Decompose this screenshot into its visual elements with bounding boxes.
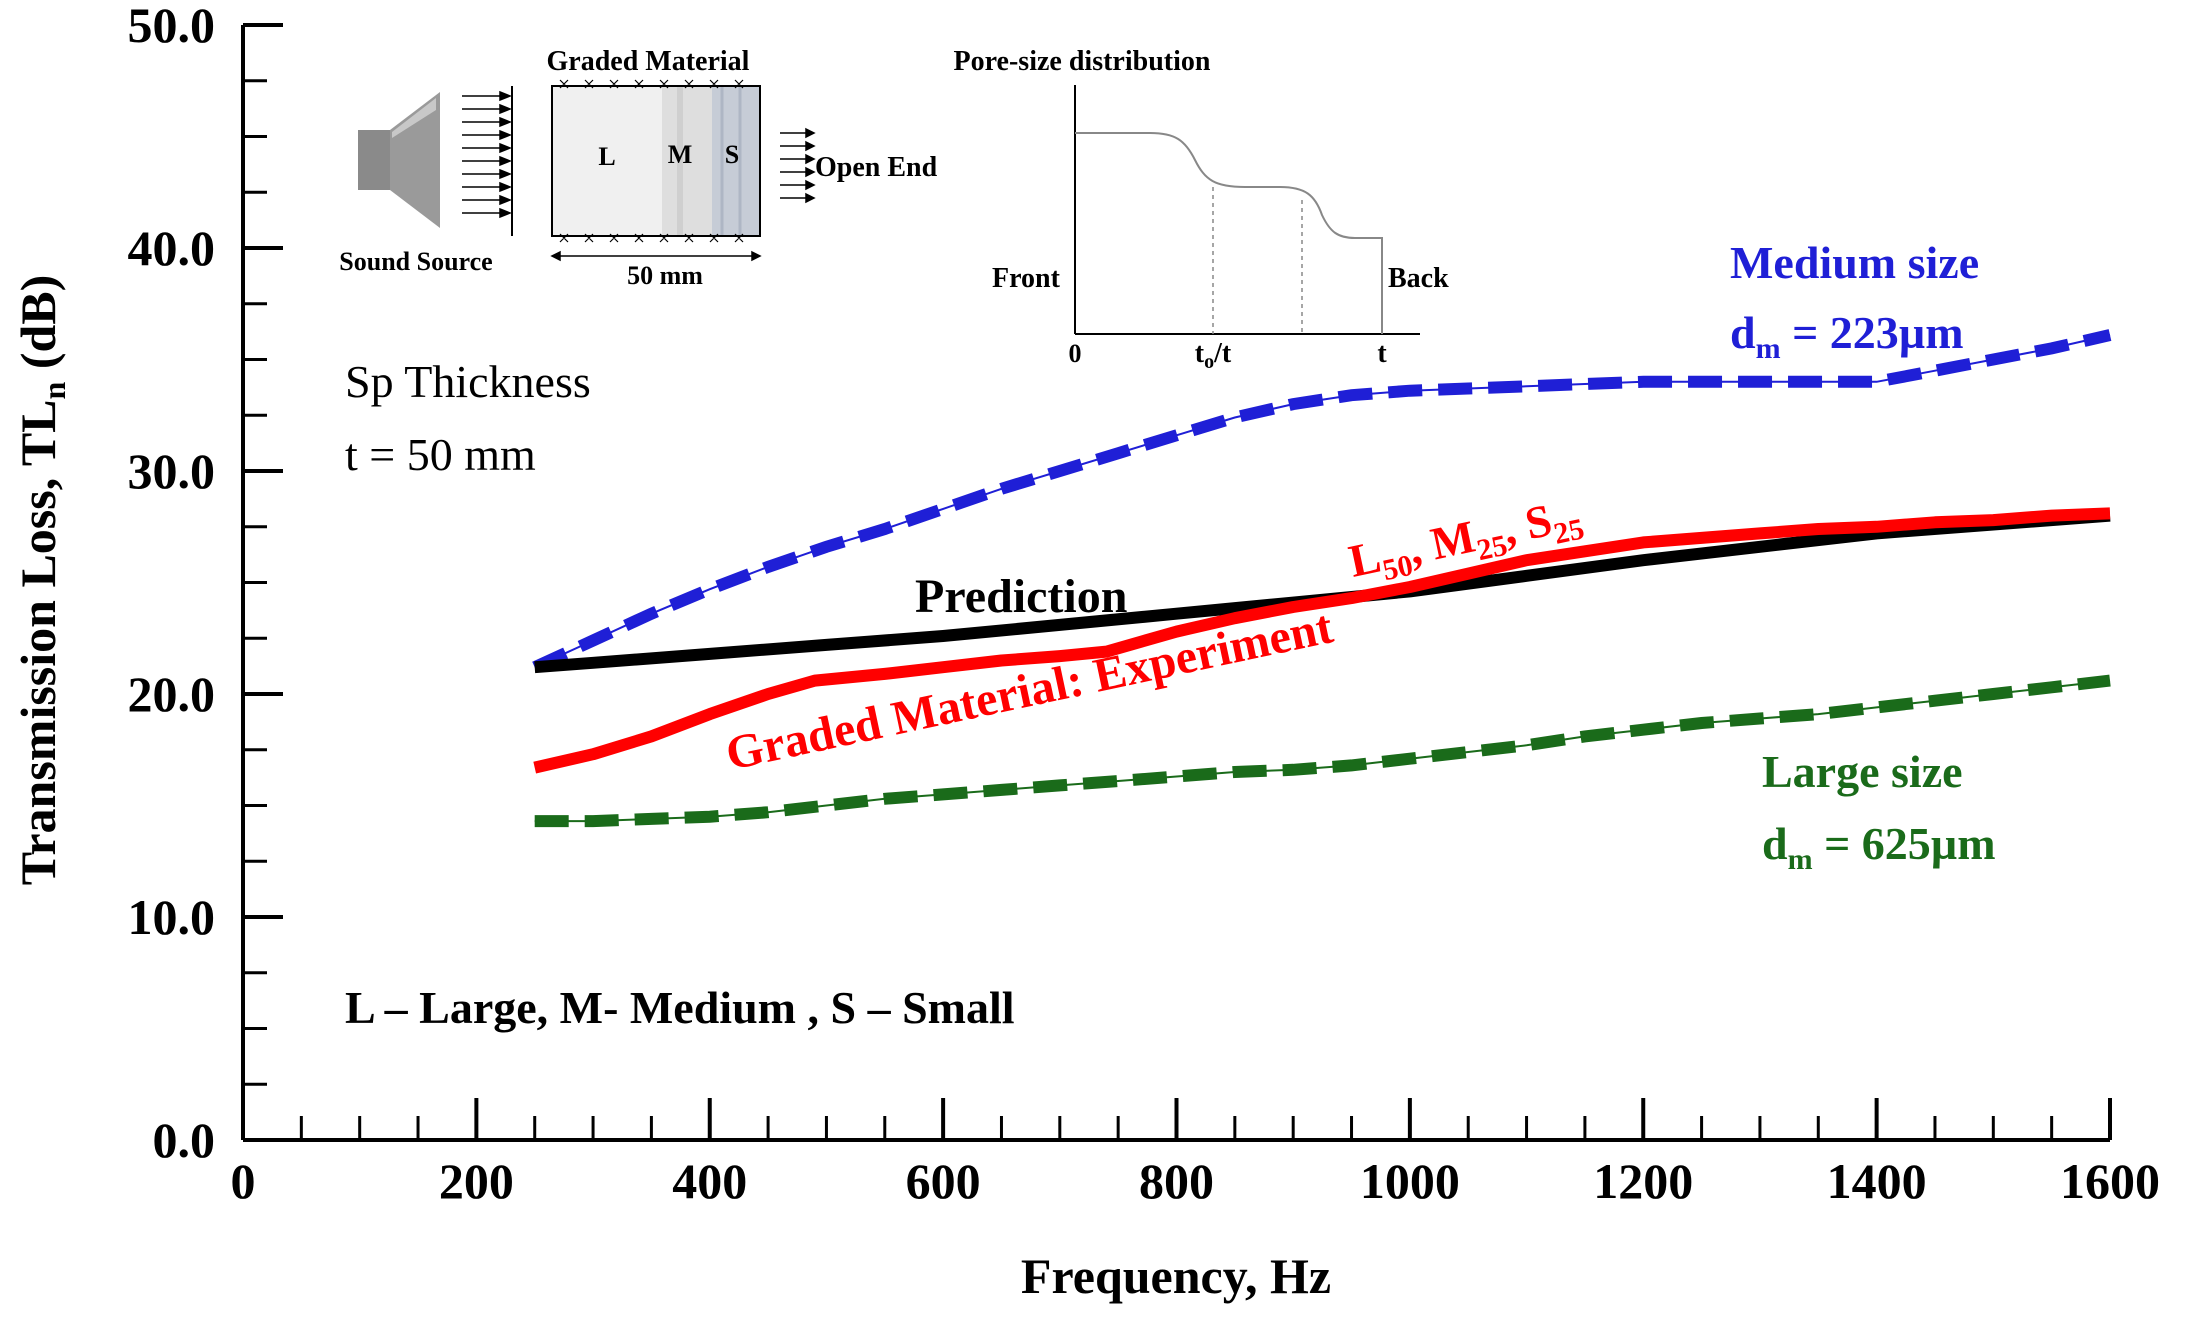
transmitted-arrows xyxy=(780,127,816,204)
x-tick-label: 200 xyxy=(439,1153,514,1209)
region-medium xyxy=(662,86,712,236)
series-line-graded-material-experiment-l50-m25-s25 xyxy=(533,507,2111,774)
series-layer xyxy=(532,329,2112,828)
inset-schematic: L M S Graded Material Sound Source Open … xyxy=(339,46,937,290)
large-size-annotation: Large size dm = 625µm xyxy=(1762,746,1996,876)
inset-distribution: Pore-size distribution Front Back 0 to/t… xyxy=(954,46,1450,373)
y-tick-label: 20.0 xyxy=(128,666,216,722)
y-tick-label: 30.0 xyxy=(128,443,216,499)
size-legend-key: L – Large, M- Medium , S – Small xyxy=(345,982,1015,1033)
large-dm-prefix: d xyxy=(1762,818,1788,869)
sound-source-label: Sound Source xyxy=(339,247,492,276)
region-S-label: S xyxy=(725,140,739,169)
x-axis-title: Frequency, Hz xyxy=(1021,1248,1331,1304)
x-tick-label: 400 xyxy=(672,1153,747,1209)
exp-L-sub: 50 xyxy=(1380,549,1416,588)
prediction-label: Prediction xyxy=(915,570,1127,623)
medium-size-dm: dm = 223µm xyxy=(1730,307,1964,365)
region-large xyxy=(552,86,662,236)
dist-back-label: Back xyxy=(1388,263,1449,294)
series-line-medium-size-d-m-223-m xyxy=(532,329,2112,673)
x-tick-label: 1000 xyxy=(1360,1153,1460,1209)
x-tick-label: 1600 xyxy=(2060,1153,2160,1209)
medium-size-annotation: Medium size dm = 223µm xyxy=(1730,237,1979,365)
schematic-title: Graded Material xyxy=(547,46,750,77)
x-ticks: 0 200 400 600 800 1000 1200 1400 1600 xyxy=(231,1098,2160,1209)
dist-x-mid-sub: o xyxy=(1204,351,1214,373)
x-tick-label: 800 xyxy=(1139,1153,1214,1209)
y-axis-title-sub: n xyxy=(36,381,72,399)
medium-dm-sub: m xyxy=(1756,332,1781,365)
open-end-label: Open End xyxy=(815,152,938,183)
y-tick-label: 0.0 xyxy=(153,1112,216,1168)
large-dm-value: = 625µm xyxy=(1813,818,1996,869)
exp-M: , M xyxy=(1404,510,1480,574)
region-L-label: L xyxy=(598,142,615,171)
y-tick-label: 50.0 xyxy=(128,0,216,53)
large-dm-sub: m xyxy=(1788,843,1813,876)
thickness-line-2: t = 50 mm xyxy=(345,429,536,480)
dist-front-label: Front xyxy=(992,263,1061,294)
medium-dm-prefix: d xyxy=(1730,307,1756,358)
speaker-icon xyxy=(358,92,440,228)
dist-x-mid: to/t xyxy=(1195,338,1232,373)
dist-x-mid-rest: /t xyxy=(1213,338,1232,369)
dist-x-end: t xyxy=(1377,338,1387,369)
y-tick-label: 10.0 xyxy=(128,889,216,945)
large-size-label: Large size xyxy=(1762,746,1963,797)
exp-L: L xyxy=(1344,531,1385,587)
y-axis-title: Transmission Loss, TLn (dB) xyxy=(10,275,72,886)
thickness-line-1: Sp Thickness xyxy=(345,356,591,407)
x-tick-label: 1200 xyxy=(1593,1153,1693,1209)
dist-curve xyxy=(1075,132,1383,334)
dist-x-mid-t: t xyxy=(1195,338,1205,369)
axes xyxy=(241,25,2110,1142)
y-axis-title-main: Transmission Loss, TL xyxy=(10,399,66,885)
x-tick-label: 1400 xyxy=(1827,1153,1927,1209)
exp-M-sub: 25 xyxy=(1474,529,1510,568)
dist-title: Pore-size distribution xyxy=(954,46,1211,77)
y-tick-label: 40.0 xyxy=(128,220,216,276)
medium-size-label: Medium size xyxy=(1730,237,1979,288)
x-tick-label: 0 xyxy=(231,1153,256,1209)
exp-S-sub: 25 xyxy=(1551,512,1587,551)
hatch-marks xyxy=(559,79,744,243)
experiment-composition-label: L50, M25, S25 xyxy=(1344,488,1587,594)
region-M-label: M xyxy=(668,140,693,169)
region-small xyxy=(712,86,760,236)
incident-arrows xyxy=(462,90,513,219)
thickness-dimension-label: 50 mm xyxy=(627,261,703,290)
medium-dm-value: = 223µm xyxy=(1781,307,1964,358)
thickness-dimension-arrow xyxy=(550,250,762,262)
exp-S: , S xyxy=(1498,494,1556,554)
y-axis-title-unit: (dB) xyxy=(10,275,66,382)
y-ticks: 0.0 10.0 20.0 30.0 40.0 50.0 xyxy=(128,0,283,1168)
material-outline xyxy=(551,85,761,237)
series-line-large-size-d-m-625-m xyxy=(534,674,2111,828)
dist-x-zero: 0 xyxy=(1069,339,1082,368)
large-size-dm: dm = 625µm xyxy=(1762,818,1996,876)
x-tick-label: 600 xyxy=(906,1153,981,1209)
